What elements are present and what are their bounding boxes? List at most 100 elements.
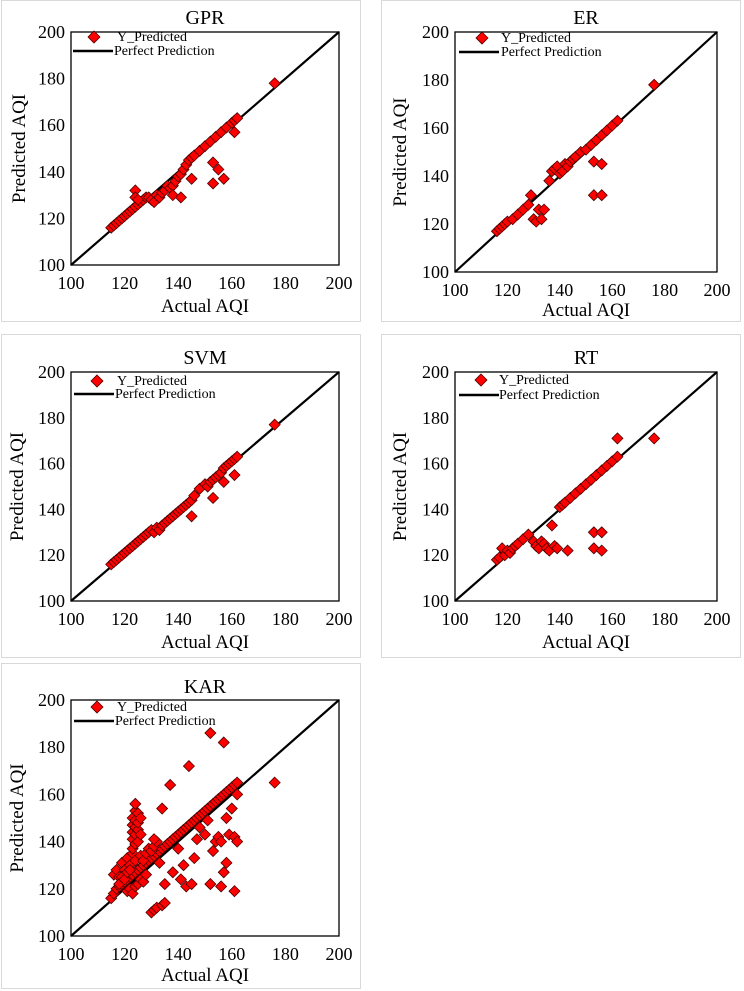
data-point bbox=[220, 856, 233, 869]
legend-label-y-predicted: Y_Predicted bbox=[117, 700, 187, 715]
data-point bbox=[204, 726, 217, 740]
data-point bbox=[595, 157, 608, 171]
plot-area bbox=[70, 31, 340, 266]
x-tick-label: 200 bbox=[326, 273, 353, 293]
panel-border bbox=[1, 334, 361, 658]
x-tick-label: 140 bbox=[165, 273, 192, 293]
x-tick-label: 100 bbox=[442, 609, 469, 629]
data-point bbox=[164, 778, 177, 792]
legend-marker-y-predicted bbox=[90, 700, 104, 714]
chart-svg-er: ER Actual AQI Predicted AQI 100 120 140 160… bbox=[381, 0, 741, 322]
y-axis-label: Predicted AQI bbox=[9, 94, 30, 203]
data-point bbox=[561, 544, 574, 557]
data-point bbox=[225, 802, 238, 815]
y-tick-label: 100 bbox=[38, 926, 65, 946]
y-tick-label: 200 bbox=[422, 22, 449, 42]
y-tick-label: 160 bbox=[422, 118, 449, 138]
data-point bbox=[206, 491, 220, 505]
data-point bbox=[611, 450, 624, 463]
legend-label-perfect-prediction: Perfect Prediction bbox=[115, 714, 216, 729]
x-tick-label: 200 bbox=[704, 280, 731, 300]
data-point bbox=[551, 542, 564, 555]
panel-border bbox=[1, 663, 361, 989]
chart-title: SVM bbox=[183, 347, 227, 369]
data-point bbox=[134, 828, 147, 841]
x-tick-label: 140 bbox=[546, 609, 573, 629]
data-point bbox=[268, 418, 281, 431]
data-point bbox=[231, 776, 244, 789]
data-point bbox=[522, 528, 535, 541]
y-tick-label: 140 bbox=[422, 499, 449, 519]
legend-marker-y-predicted bbox=[87, 30, 101, 44]
panel-border bbox=[1, 0, 361, 322]
y-tick-label: 140 bbox=[38, 499, 65, 519]
data-points bbox=[105, 726, 281, 919]
y-axis-label: Predicted AQI bbox=[7, 432, 28, 541]
data-point bbox=[190, 833, 204, 846]
panel-border bbox=[381, 334, 741, 658]
legend: Y_Predicted Perfect Prediction bbox=[73, 30, 215, 59]
x-tick-label: 120 bbox=[111, 944, 138, 964]
x-tick-label: 100 bbox=[58, 609, 85, 629]
legend-marker-y-predicted bbox=[474, 373, 488, 387]
x-tick-label: 180 bbox=[272, 944, 299, 964]
legend-label-y-predicted: Y_Predicted bbox=[501, 31, 571, 46]
data-point bbox=[231, 450, 244, 463]
data-point bbox=[172, 842, 185, 855]
legend-label-perfect-prediction: Perfect Prediction bbox=[499, 388, 600, 403]
y-tick-label: 180 bbox=[422, 70, 449, 90]
data-point bbox=[188, 852, 201, 865]
data-point bbox=[535, 213, 548, 226]
data-point bbox=[206, 177, 220, 190]
panel-border bbox=[381, 0, 741, 322]
y-tick-label: 160 bbox=[38, 115, 65, 135]
y-tick-label: 180 bbox=[38, 408, 65, 428]
data-point bbox=[174, 873, 187, 886]
x-axis-label: Actual AQI bbox=[542, 300, 630, 321]
legend: Y_Predicted Perfect Prediction bbox=[74, 700, 216, 729]
legend-label-y-predicted: Y_Predicted bbox=[499, 373, 569, 388]
y-tick-label: 120 bbox=[422, 545, 449, 565]
data-point bbox=[158, 896, 171, 910]
data-points bbox=[105, 418, 281, 571]
chart-panel-er: ER Actual AQI Predicted AQI 100 120 140 160… bbox=[381, 0, 741, 322]
data-point bbox=[595, 544, 608, 557]
plot-area bbox=[70, 699, 340, 937]
data-point bbox=[177, 859, 190, 872]
y-tick-label: 120 bbox=[38, 545, 65, 565]
data-point bbox=[220, 811, 233, 825]
chart-svg-gpr: GPR Actual AQI Predicted AQI 100 120 140 16… bbox=[1, 0, 361, 322]
data-point bbox=[228, 126, 241, 139]
x-axis-label: Actual AQI bbox=[161, 632, 249, 653]
x-tick-label: 100 bbox=[442, 280, 469, 300]
x-tick-label: 120 bbox=[111, 609, 138, 629]
y-axis-label: Predicted AQI bbox=[7, 763, 28, 872]
y-tick-label: 100 bbox=[38, 255, 65, 275]
x-tick-label: 180 bbox=[272, 273, 299, 293]
data-point bbox=[131, 193, 145, 206]
x-tick-label: 180 bbox=[651, 280, 678, 300]
data-point bbox=[198, 828, 212, 841]
data-point bbox=[212, 163, 225, 176]
x-tick-label: 140 bbox=[546, 280, 573, 300]
data-point bbox=[522, 198, 535, 211]
y-axis-label: Predicted AQI bbox=[390, 432, 411, 541]
chart-panel-kar: KAR Actual AQI Predicted AQI 100 120 140 16… bbox=[1, 663, 361, 989]
data-point bbox=[174, 191, 187, 204]
y-tick-label: 120 bbox=[38, 208, 65, 228]
axis-ticks: 100 120 140 160 180 200 100 120 140 160 180 200 bbox=[38, 362, 353, 629]
x-tick-label: 160 bbox=[218, 273, 245, 293]
data-point bbox=[524, 189, 538, 202]
data-point bbox=[648, 78, 661, 91]
data-point bbox=[228, 468, 241, 482]
x-tick-label: 200 bbox=[326, 944, 353, 964]
y-axis-label: Predicted AQI bbox=[390, 97, 411, 206]
y-tick-label: 200 bbox=[38, 22, 65, 42]
y-tick-label: 120 bbox=[422, 214, 449, 234]
data-point bbox=[139, 868, 153, 881]
chart-title: ER bbox=[573, 7, 599, 29]
data-point bbox=[158, 878, 171, 891]
legend-marker-y-predicted bbox=[475, 31, 489, 45]
x-tick-label: 200 bbox=[326, 609, 353, 629]
legend-label-y-predicted: Y_Predicted bbox=[117, 30, 187, 45]
